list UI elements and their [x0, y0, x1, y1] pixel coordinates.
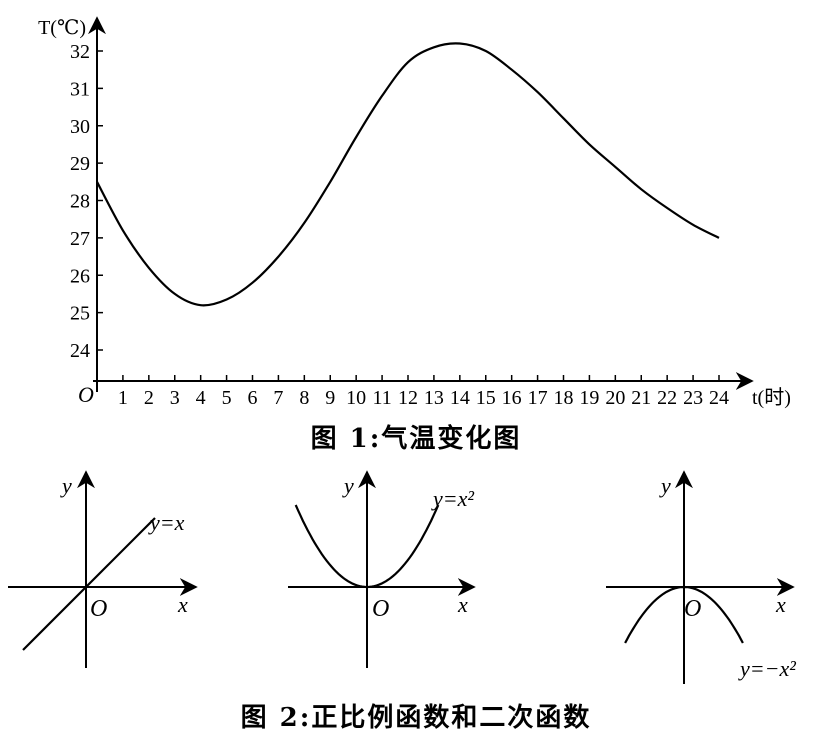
panel-2-origin-label: O — [372, 596, 389, 622]
x-tick-label: 11 — [372, 387, 391, 409]
x-tick-label: 5 — [222, 387, 232, 409]
y-tick-label: 24 — [70, 340, 90, 362]
x-tick-label: 15 — [476, 387, 496, 409]
y-tick-label: 32 — [70, 41, 90, 63]
y-tick-label: 26 — [70, 265, 90, 287]
x-tick-label: 9 — [325, 387, 335, 409]
line-y-equals-x — [22, 517, 156, 651]
x-tick-label: 14 — [450, 387, 470, 409]
x-tick-label: 6 — [248, 387, 258, 409]
temperature-curve — [96, 42, 720, 307]
x-tick-label: 16 — [502, 387, 522, 409]
x-tick-label: 22 — [657, 387, 677, 409]
y-axis-label: T(℃) — [38, 17, 86, 39]
temperature-chart: 1 2 3 4 5 6 7 8 9 10 11 12 13 14 15 16 17 18 19 20 21 22 23 24 … — [38, 16, 791, 454]
x-tick-label: 18 — [554, 387, 574, 409]
panel-2-curve-label: y=x² — [431, 486, 474, 511]
x-tick-label: 24 — [709, 387, 729, 409]
x-tick-label: 2 — [144, 387, 154, 409]
panel-1-curve-label: y=x — [148, 510, 185, 535]
figure-2-caption: 图 2:正比例函数和二次函数 — [241, 703, 592, 733]
parabola-y-equals-x-squared — [294, 504, 440, 589]
panel-parabola-down: y=−x² O x y — [606, 470, 796, 684]
x-tick-label: 20 — [605, 387, 625, 409]
panel-parabola-up: y=x² O x y — [288, 470, 476, 668]
x-tick-label: 8 — [299, 387, 309, 409]
panel-1-y-label: y — [60, 473, 72, 498]
x-tick-label: 17 — [528, 387, 548, 409]
y-tick-label: 31 — [70, 78, 90, 100]
y-tick-label: 28 — [70, 191, 90, 213]
x-tick-label: 4 — [196, 387, 206, 409]
y-tick-label: 29 — [70, 153, 90, 175]
x-tick-label: 7 — [273, 387, 283, 409]
x-tick-label: 13 — [424, 387, 444, 409]
panel-3-curve-label: y=−x² — [738, 656, 796, 681]
x-tick-label: 3 — [170, 387, 180, 409]
panel-linear: y=x O x y — [8, 470, 198, 668]
x-tick-label: 21 — [631, 387, 651, 409]
panel-3-origin-label: O — [684, 596, 701, 622]
panel-2-x-label: x — [457, 592, 468, 617]
parabola-y-equals-minus-x-squared — [624, 585, 744, 644]
x-ticks: 1 2 3 4 5 6 7 8 9 10 11 12 13 14 15 16 17 18 19 20 21 22 23 24 — [118, 375, 729, 409]
x-tick-label: 1 — [118, 387, 128, 409]
y-tick-label: 30 — [70, 116, 90, 138]
origin-label: O — [78, 382, 94, 407]
panel-3-x-label: x — [775, 592, 786, 617]
x-tick-label: 19 — [579, 387, 599, 409]
y-ticks: 24 25 26 27 28 29 30 31 32 — [70, 41, 103, 362]
x-axis-label: t(时) — [752, 386, 791, 409]
x-tick-label: 12 — [398, 387, 418, 409]
x-tick-label: 23 — [683, 387, 703, 409]
figure-1-caption: 图 1:气温变化图 — [311, 423, 522, 454]
panel-2-y-label: y — [342, 473, 354, 498]
panel-1-origin-label: O — [90, 596, 107, 622]
y-tick-label: 25 — [70, 303, 90, 325]
panel-1-x-label: x — [177, 592, 188, 617]
y-tick-label: 27 — [70, 228, 90, 250]
x-tick-label: 10 — [346, 387, 366, 409]
panel-3-y-label: y — [659, 473, 671, 498]
